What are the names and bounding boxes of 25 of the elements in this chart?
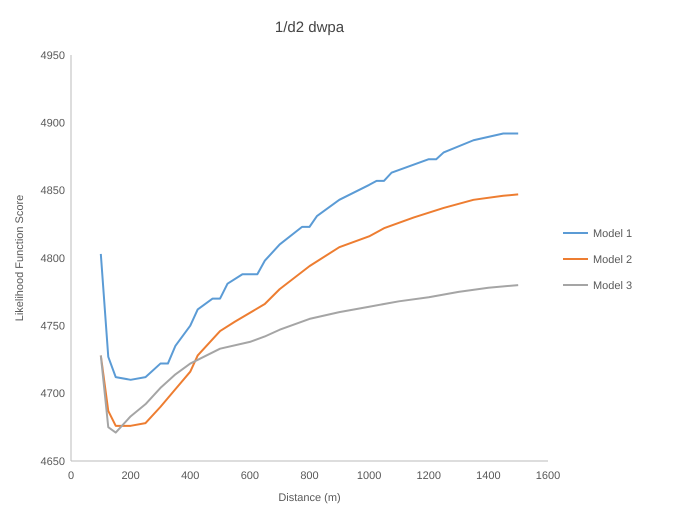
x-tick-label: 200: [121, 470, 140, 482]
x-tick-label: 1200: [416, 470, 441, 482]
x-tick-label: 600: [240, 470, 260, 482]
y-tick-label: 4950: [40, 50, 65, 62]
chart-title: 1/d2 dwpa: [274, 19, 345, 36]
line-series: [100, 193, 520, 427]
y-tick-label: 4800: [40, 252, 65, 265]
x-tick-label: 800: [300, 470, 319, 482]
y-tick-label: 4850: [40, 185, 65, 198]
x-tick-label: 0: [68, 470, 74, 482]
x-tick-label: 1400: [476, 470, 501, 482]
y-tick-label: 4700: [40, 388, 65, 400]
legend-label: Model 1: [593, 228, 632, 240]
x-axis-title: Distance (m): [278, 492, 341, 504]
x-tick-label: 1000: [356, 470, 382, 482]
x-tick-label: 400: [181, 470, 200, 482]
x-tick-label: 1600: [536, 470, 560, 482]
legend-label: Model 2: [593, 254, 632, 266]
y-tick-label: 4900: [40, 118, 65, 130]
legend-label: Model 3: [593, 280, 632, 292]
line-series: [100, 132, 520, 381]
y-tick-label: 4650: [40, 456, 65, 468]
line-series: [100, 284, 520, 434]
y-axis-title: Likelihood Function Score: [14, 194, 26, 322]
y-tick-label: 4750: [40, 320, 65, 333]
